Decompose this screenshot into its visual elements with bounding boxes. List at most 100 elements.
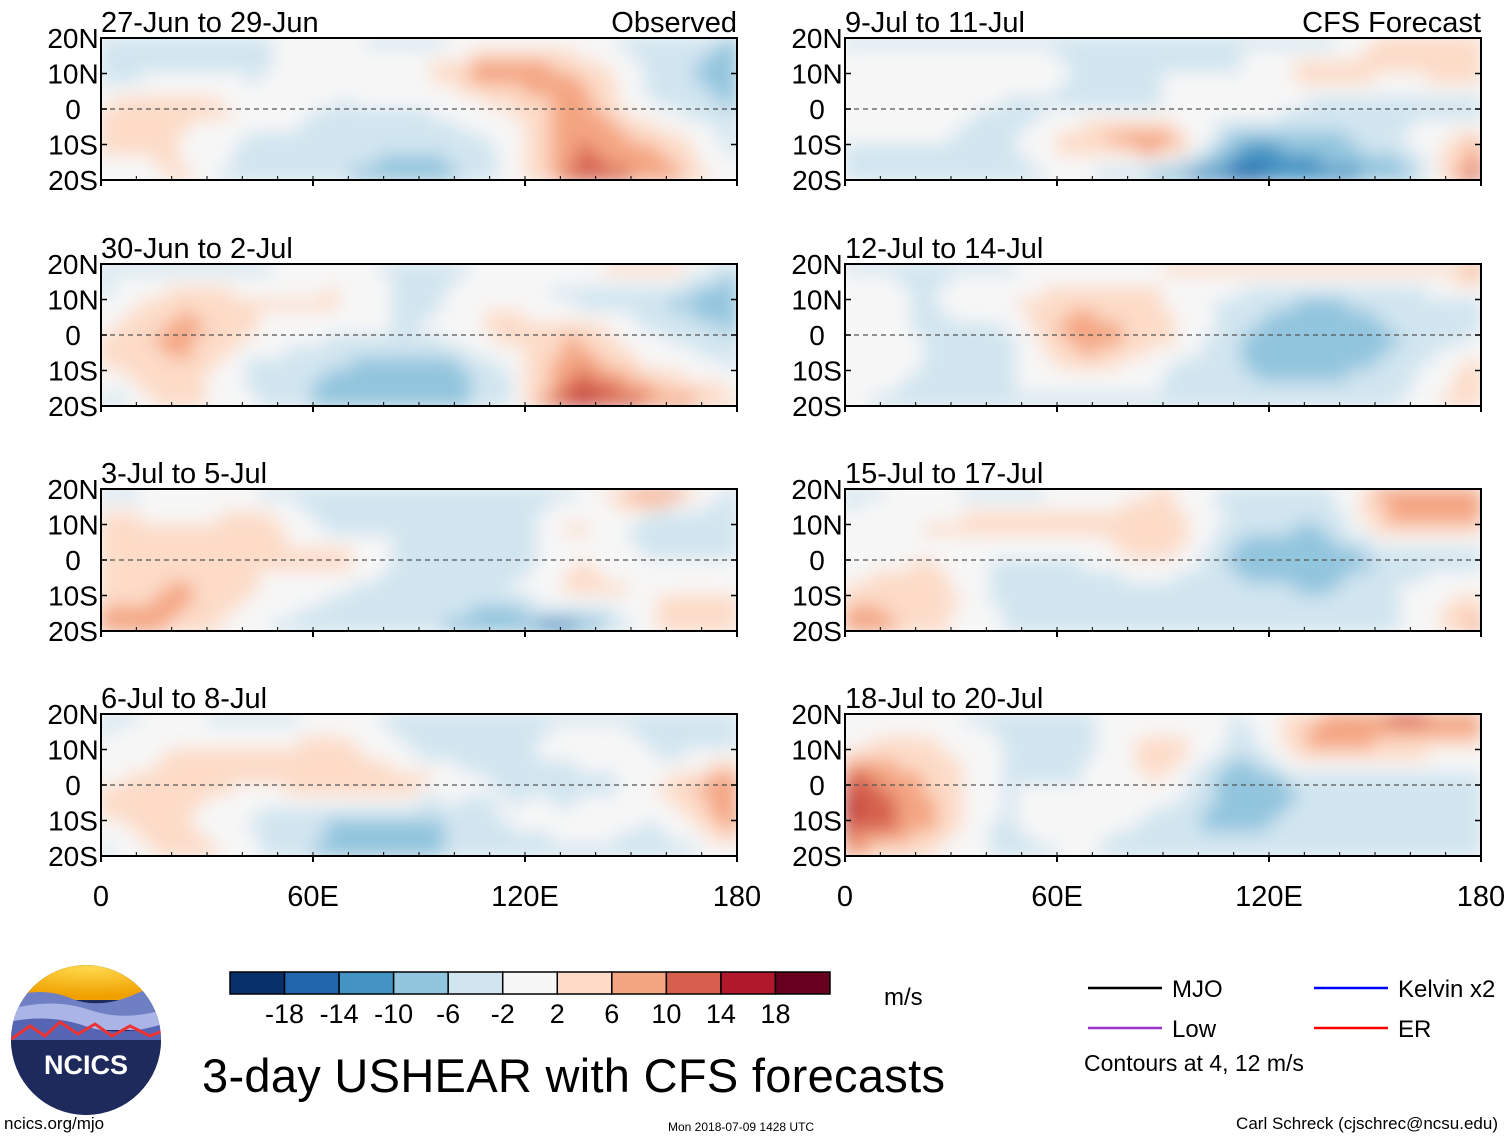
shear-cell [259,760,275,775]
shear-cell [338,843,354,856]
shear-cell [1042,606,1058,621]
shear-cell [153,795,169,810]
shear-cell [471,369,487,384]
shear-cell [1135,582,1151,597]
shear-cell [1003,334,1019,348]
shear-cell [1003,274,1019,289]
shear-cell [272,72,288,87]
shear-cell [1413,714,1429,727]
shear-cell [101,594,116,609]
shear-cell [696,489,712,502]
shear-cell [590,38,606,51]
shear-cell [351,310,367,325]
shear-cell [1016,819,1032,834]
shear-cell [1042,807,1058,822]
shear-cell [166,357,182,372]
shear-cell [1188,618,1204,631]
shear-cell [936,843,952,856]
shear-cell [404,48,420,63]
shear-cell [444,784,460,798]
shear-cell [696,119,712,134]
shear-cell [1069,606,1085,621]
shear-cell [1466,570,1481,585]
shear-cell [950,155,966,170]
shear-cell [577,72,593,87]
shear-cell [206,724,222,739]
shear-cell [1321,523,1337,538]
shear-cell [153,131,169,146]
shear-cell [471,334,487,348]
shear-cell [950,760,966,775]
shear-cell [1082,131,1098,146]
shear-cell [1056,322,1072,336]
shear-cell [444,570,460,585]
shear-cell [245,286,261,301]
shear-cell [1241,96,1257,110]
shear-cell [1294,155,1310,170]
shear-cell [312,511,328,526]
shear-cell [883,393,899,406]
shear-cell [1307,143,1323,158]
shear-cell [1347,606,1363,621]
shear-cell [153,606,169,621]
shear-cell [923,143,939,158]
shear-cell [1453,618,1469,631]
shear-cell [537,760,553,775]
shear-cell [312,594,328,609]
shear-cell [1095,523,1111,538]
shear-cell [537,606,553,621]
shear-cell [1466,48,1481,63]
shear-cell [325,310,341,325]
shear-cell [101,143,116,158]
shear-cell [1162,60,1178,75]
shear-cell [1241,310,1257,325]
shear-cell [510,819,526,834]
shear-cell [1215,274,1231,289]
shear-cell [1215,724,1231,739]
shear-cell [418,119,434,134]
shear-cell [378,357,394,372]
shear-cell [153,322,169,336]
shear-cell [1427,345,1443,360]
shear-cell [1413,286,1429,301]
shear-cell [1440,819,1456,834]
shear-cell [1069,167,1085,180]
shear-cell [550,807,566,822]
shear-cell [1188,831,1204,846]
shear-cell [1215,714,1231,727]
shear-cell [1175,119,1191,134]
shear-cell [259,131,275,146]
shear-cell [709,334,725,348]
shear-cell [153,499,169,514]
shear-cell [1334,322,1350,336]
shear-cell [444,274,460,289]
shear-cell [1082,523,1098,538]
shear-cell [113,843,129,856]
shear-cell [1387,48,1403,63]
shear-cell [1042,60,1058,75]
shear-cell [709,819,725,834]
shear-cell [1440,772,1456,786]
shear-cell [259,819,275,834]
shear-cell [457,618,473,631]
shear-cell [1321,143,1337,158]
shear-cell [338,264,354,277]
shear-cell [1427,286,1443,301]
shear-cell [524,594,540,609]
shear-cell [643,72,659,87]
shear-cell [259,748,275,763]
panel-title: 9-Jul to 11-Jul [845,7,1025,39]
shear-cell [1095,48,1111,63]
shear-cell [1069,714,1085,727]
shear-cell [1003,489,1019,502]
shear-cell [484,760,500,775]
shear-cell [1228,724,1244,739]
shear-cell [206,72,222,87]
shear-cell [616,369,632,384]
shear-cell [1281,499,1297,514]
shear-cell [113,155,129,170]
shear-cell [338,582,354,597]
shear-cell [643,819,659,834]
shear-cell [537,119,553,134]
shear-cell [910,143,926,158]
